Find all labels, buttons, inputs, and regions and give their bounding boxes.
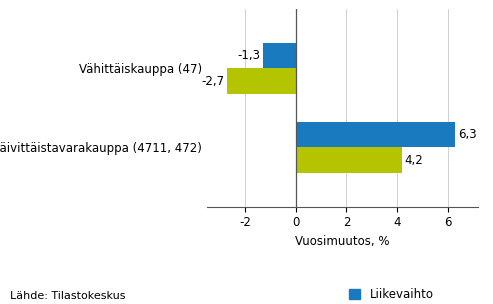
X-axis label: Vuosimuutos, %: Vuosimuutos, % bbox=[295, 235, 390, 248]
Text: -2,7: -2,7 bbox=[202, 74, 225, 88]
Legend: Liikevaihto, Myynnin määrä: Liikevaihto, Myynnin määrä bbox=[349, 288, 462, 304]
Bar bbox=[263, 43, 296, 68]
Text: 4,2: 4,2 bbox=[405, 154, 423, 167]
Bar bbox=[296, 147, 402, 173]
Bar bbox=[227, 68, 296, 94]
Text: Lähde: Tilastokeskus: Lähde: Tilastokeskus bbox=[10, 291, 125, 301]
Text: 6,3: 6,3 bbox=[458, 128, 477, 141]
Bar bbox=[296, 122, 456, 147]
Text: -1,3: -1,3 bbox=[237, 49, 260, 62]
